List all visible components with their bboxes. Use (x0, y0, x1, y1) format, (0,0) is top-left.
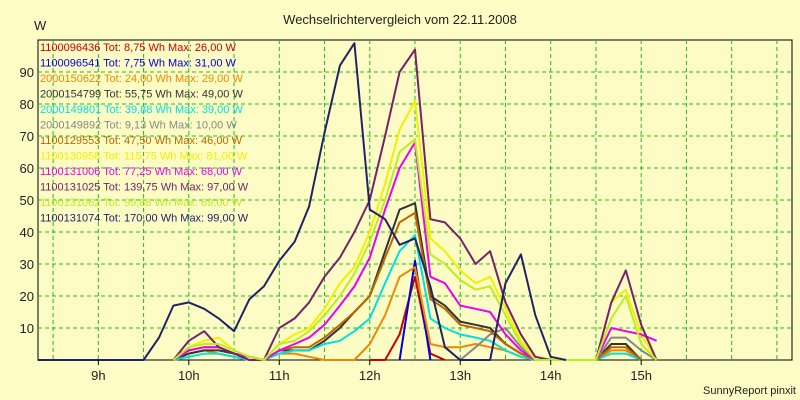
legend-stats: Tot: 115,75 Wh Max: 81,00 W (100, 151, 248, 163)
series-line-2000154799 (173, 202, 642, 361)
x-tick-label: 9h (91, 368, 105, 383)
footer-credit: SunnyReport pinxit (703, 385, 796, 397)
y-tick-label: 20 (20, 289, 34, 304)
legend-id: 2000149892 (40, 120, 101, 132)
series-line-1100131062 (172, 138, 658, 361)
y-tick-label: 80 (20, 97, 34, 112)
legend-id: 1100129553 (40, 135, 100, 147)
y-tick-label: 30 (20, 257, 34, 272)
legend-entry: 1100129553 Tot: 47,50 Wh Max: 46,00 W (40, 135, 243, 147)
legend-id: 2000150622 (40, 73, 101, 85)
chart-title: Wechselrichtervergleich vom 22.11.2008 (283, 12, 517, 27)
x-tick-label: 14h (540, 368, 562, 383)
legend-id: 2000154799 (40, 89, 101, 101)
legend-entry: 2000149801 Tot: 39,88 Wh Max: 39,00 W (40, 104, 243, 116)
legend-stats: Tot: 7,75 Wh Max: 31,00 W (100, 58, 236, 70)
legend-entry: 2000154799 Tot: 55,75 Wh Max: 49,00 W (40, 89, 243, 101)
y-axis-unit-label: W (34, 18, 47, 33)
legend-id: 1100096436 (40, 42, 100, 54)
series-line-1100129553 (172, 211, 642, 361)
y-tick-label: 10 (20, 321, 34, 336)
legend-id: 1100131006 (40, 166, 100, 178)
legend-entry: 1100131062 Tot: 99,88 Wh Max: 69,00 W (40, 197, 243, 209)
y-tick-label: 60 (20, 161, 34, 176)
y-tick-labels: 10 20 30 40 50 60 70 80 90 (20, 65, 34, 336)
legend-entry: 1100130958 Tot: 115,75 Wh Max: 81,00 W (40, 151, 248, 163)
legend-entry: 2000150622 Tot: 24,00 Wh Max: 29,00 W (40, 73, 243, 85)
legend-stats: Tot: 170,00 Wh Max: 99,00 W (100, 213, 248, 225)
legend-stats: Tot: 8,75 Wh Max: 26,00 W (100, 42, 236, 54)
legend-id: 2000149801 (40, 104, 101, 116)
legend-stats: Tot: 47,50 Wh Max: 46,00 W (100, 135, 242, 147)
legend-entry: 1100131025 Tot: 139,75 Wh Max: 97,00 W (40, 182, 249, 194)
x-tick-label: 13h (449, 368, 471, 383)
legend-stats: Tot: 9,13 Wh Max: 10,00 W (101, 120, 237, 132)
legend-entry: 2000149892 Tot: 9,13 Wh Max: 10,00 W (40, 120, 237, 132)
legend-id: 1100131074 (40, 213, 100, 225)
legend-entry: 1100096436 Tot: 8,75 Wh Max: 26,00 W (40, 42, 237, 54)
y-tick-label: 70 (20, 129, 34, 144)
legend-stats: Tot: 99,88 Wh Max: 69,00 W (100, 197, 242, 209)
legend-id: 1100130958 (40, 151, 100, 163)
y-tick-label: 40 (20, 225, 34, 240)
legend-entry: 1100131006 Tot: 77,25 Wh Max: 68,00 W (40, 166, 243, 178)
y-tick-label: 50 (20, 193, 34, 208)
legend-stats: Tot: 77,25 Wh Max: 68,00 W (100, 166, 242, 178)
series-line-1100131074 (37, 42, 567, 361)
legend-entry: 1100131074 Tot: 170,00 Wh Max: 99,00 W (40, 213, 249, 225)
x-tick-label: 10h (178, 368, 200, 383)
y-tick-label: 90 (20, 65, 34, 80)
legend-id: 1100131062 (40, 197, 100, 209)
legend-stats: Tot: 55,75 Wh Max: 49,00 W (101, 89, 243, 101)
legend-stats: Tot: 39,88 Wh Max: 39,00 W (101, 104, 243, 116)
legend: 1100096436 Tot: 8,75 Wh Max: 26,00 W1100… (40, 42, 249, 225)
legend-id: 1100096541 (40, 58, 100, 70)
x-tick-label: 15h (630, 368, 652, 383)
series-line-1100096436 (369, 275, 446, 361)
x-tick-label: 12h (359, 368, 381, 383)
grid-lines (38, 40, 792, 360)
legend-stats: Tot: 24,00 Wh Max: 29,00 W (101, 73, 243, 85)
x-tick-label: 11h (269, 368, 290, 383)
legend-stats: Tot: 139,75 Wh Max: 97,00 W (100, 182, 248, 194)
x-tick-labels: 9h 10h 11h 12h 13h 14h 15h (91, 360, 652, 383)
series-line-1100096541 (398, 259, 432, 361)
legend-entry: 1100096541 Tot: 7,75 Wh Max: 31,00 W (40, 58, 237, 70)
legend-id: 1100131025 (40, 182, 100, 194)
series-line-2000149801 (173, 234, 642, 361)
